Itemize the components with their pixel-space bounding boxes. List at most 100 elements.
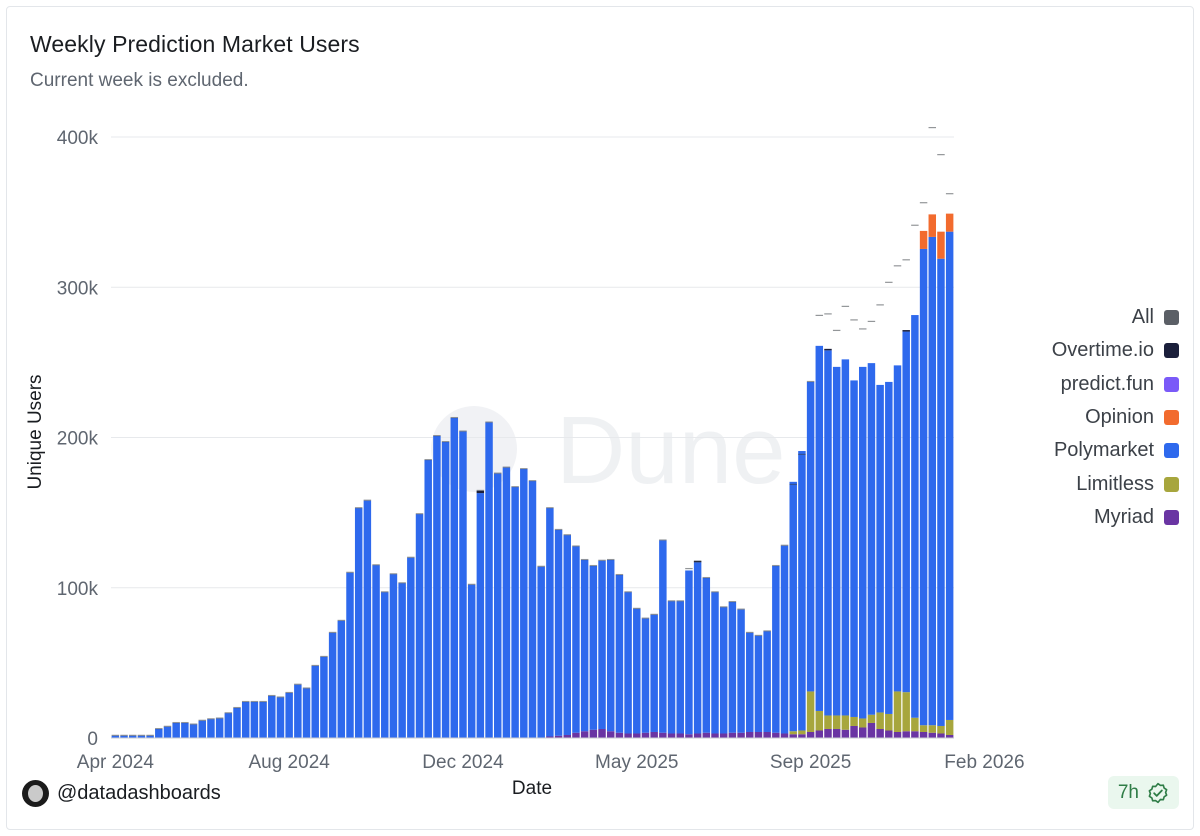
bar-segment-polymarket[interactable]: [346, 572, 354, 739]
bar-segment-polymarket[interactable]: [633, 608, 641, 734]
bar-segment-myriad[interactable]: [928, 732, 937, 738]
bar-segment-polymarket[interactable]: [563, 535, 571, 735]
bar-segment-myriad[interactable]: [572, 732, 580, 738]
bar-segment-polymarket[interactable]: [850, 380, 858, 717]
bar-segment-opinion[interactable]: [919, 230, 928, 249]
legend-item-predict-fun[interactable]: predict.fun: [1061, 368, 1179, 401]
legend-item-all[interactable]: All: [1132, 301, 1179, 334]
legend-item-myriad[interactable]: Myriad: [1094, 501, 1179, 534]
bar-segment-myriad[interactable]: [598, 728, 606, 738]
bar-segment-polymarket[interactable]: [676, 601, 684, 734]
bar-segment-myriad[interactable]: [685, 734, 693, 738]
bar-segment-myriad[interactable]: [563, 735, 571, 738]
bar-segment-myriad[interactable]: [641, 732, 650, 738]
bar-segment-overtime-io[interactable]: [476, 490, 485, 494]
bar-segment-myriad[interactable]: [841, 729, 850, 738]
bar-segment-polymarket[interactable]: [467, 584, 476, 738]
bar-segment-limitless[interactable]: [928, 725, 937, 733]
bar-segment-polymarket[interactable]: [520, 469, 528, 738]
bar-segment-polymarket[interactable]: [528, 481, 537, 738]
bar-segment-overtime-io[interactable]: [902, 330, 910, 332]
bar-segment-polymarket[interactable]: [259, 701, 267, 738]
bar-segment-limitless[interactable]: [945, 719, 954, 735]
bar-segment-polymarket[interactable]: [120, 735, 128, 738]
bar-segment-polymarket[interactable]: [302, 688, 311, 738]
bar-segment-polymarket[interactable]: [424, 460, 432, 738]
bar-segment-polymarket[interactable]: [285, 692, 293, 738]
bar-segment-limitless[interactable]: [832, 715, 841, 729]
bar-segment-myriad[interactable]: [754, 731, 763, 738]
bar-segment-polymarket[interactable]: [867, 363, 876, 715]
bar-segment-limitless[interactable]: [885, 713, 893, 731]
bar-segment-myriad[interactable]: [667, 733, 676, 738]
bar-segment-polymarket[interactable]: [320, 656, 328, 738]
bar-segment-myriad[interactable]: [798, 734, 806, 738]
bar-segment-polymarket[interactable]: [937, 258, 945, 726]
bar-segment-polymarket[interactable]: [780, 545, 789, 734]
bar-segment-polymarket[interactable]: [198, 720, 206, 738]
bar-segment-overtime-io[interactable]: [824, 348, 832, 351]
legend-item-limitless[interactable]: Limitless: [1076, 467, 1179, 500]
bar-segment-polymarket[interactable]: [250, 701, 259, 738]
bar-segment-polymarket[interactable]: [650, 614, 658, 732]
bar-segment-polymarket[interactable]: [146, 735, 154, 738]
bar-segment-myriad[interactable]: [806, 731, 815, 738]
bar-segment-polymarket[interactable]: [580, 559, 589, 732]
bar-segment-polymarket[interactable]: [233, 707, 241, 738]
bar-segment-myriad[interactable]: [580, 731, 589, 738]
bar-segment-polymarket[interactable]: [172, 722, 180, 738]
bar-segment-polymarket[interactable]: [728, 602, 737, 733]
freshness-badge[interactable]: 7h: [1107, 776, 1179, 809]
bar-segment-polymarket[interactable]: [876, 384, 884, 713]
bar-segment-polymarket[interactable]: [737, 609, 745, 733]
bar-segment-polymarket[interactable]: [746, 632, 754, 732]
bar-segment-polymarket[interactable]: [798, 451, 806, 731]
bar-segment-myriad[interactable]: [650, 731, 658, 738]
bar-segment-polymarket[interactable]: [155, 728, 163, 738]
bar-segment-myriad[interactable]: [615, 732, 624, 738]
bar-segment-polymarket[interactable]: [294, 684, 302, 738]
bar-segment-polymarket[interactable]: [502, 467, 511, 738]
bar-segment-limitless[interactable]: [841, 715, 850, 730]
bar-segment-myriad[interactable]: [711, 733, 719, 738]
bar-segment-polymarket[interactable]: [372, 565, 380, 738]
bar-segment-myriad[interactable]: [850, 725, 858, 738]
bar-segment-polymarket[interactable]: [511, 487, 519, 738]
bar-segment-myriad[interactable]: [763, 731, 771, 738]
bar-segment-myriad[interactable]: [693, 733, 702, 738]
bar-segment-polymarket[interactable]: [685, 570, 693, 735]
bar-segment-polymarket[interactable]: [128, 735, 137, 738]
bar-segment-polymarket[interactable]: [328, 632, 337, 738]
bar-segment-myriad[interactable]: [815, 730, 824, 738]
bar-segment-limitless[interactable]: [824, 715, 832, 729]
legend-item-polymarket[interactable]: Polymarket: [1054, 434, 1179, 467]
bar-segment-myriad[interactable]: [719, 733, 728, 738]
bar-segment-polymarket[interactable]: [893, 365, 902, 692]
bar-segment-myriad[interactable]: [772, 732, 780, 738]
bar-segment-polymarket[interactable]: [832, 366, 841, 716]
bar-segment-polymarket[interactable]: [885, 381, 893, 714]
bar-segment-polymarket[interactable]: [189, 724, 198, 738]
bar-segment-limitless[interactable]: [876, 712, 884, 729]
bar-segment-polymarket[interactable]: [554, 529, 563, 736]
bar-segment-polymarket[interactable]: [546, 508, 554, 737]
bar-segment-myriad[interactable]: [737, 732, 745, 738]
bar-segment-polymarket[interactable]: [450, 417, 459, 738]
bar-segment-polymarket[interactable]: [754, 635, 763, 732]
bar-segment-limitless[interactable]: [815, 710, 824, 731]
legend-item-overtime-io[interactable]: Overtime.io: [1052, 334, 1179, 367]
bar-segment-polymarket[interactable]: [641, 618, 650, 733]
bar-segment-myriad[interactable]: [789, 734, 797, 738]
bar-segment-polymarket[interactable]: [476, 493, 485, 738]
bar-segment-myriad[interactable]: [824, 728, 832, 738]
bar-segment-polymarket[interactable]: [137, 735, 146, 738]
bar-segment-polymarket[interactable]: [763, 631, 771, 732]
bar-segment-myriad[interactable]: [902, 731, 910, 738]
author-handle[interactable]: @datadashboards: [57, 782, 221, 804]
bar-segment-myriad[interactable]: [937, 733, 945, 738]
bar-segment-myriad[interactable]: [859, 727, 867, 738]
bar-segment-polymarket[interactable]: [902, 331, 910, 693]
bar-segment-polymarket[interactable]: [354, 508, 363, 738]
bar-segment-myriad[interactable]: [659, 732, 667, 738]
bar-segment-myriad[interactable]: [589, 729, 598, 738]
